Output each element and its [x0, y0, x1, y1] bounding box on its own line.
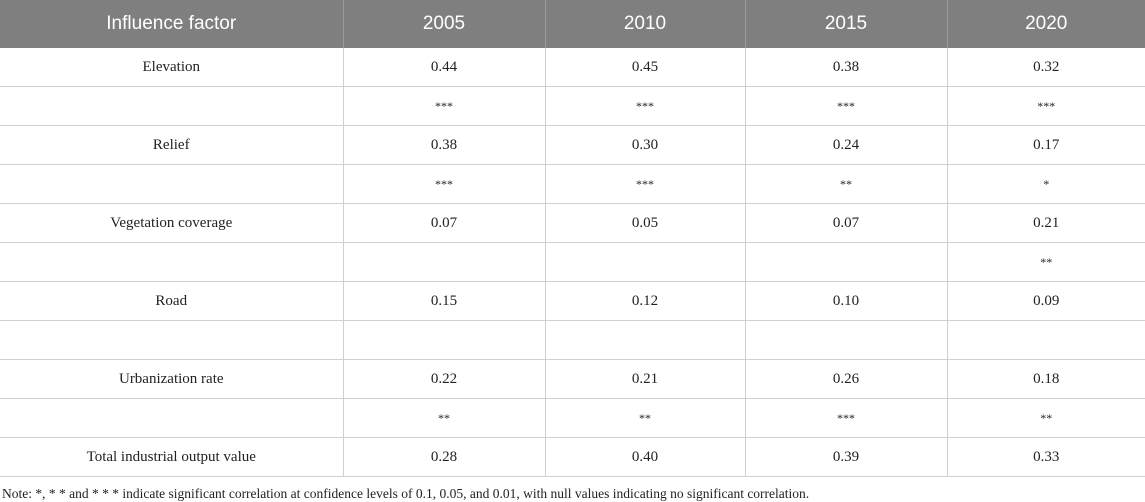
significance-cell [744, 320, 947, 360]
value-cell: 0.22 [342, 359, 545, 399]
table-row: Relief 0.38 0.30 0.24 0.17 [0, 125, 1145, 165]
significance-cell [544, 320, 745, 360]
significance-cell: *** [744, 398, 947, 438]
significance-cell: ** [946, 398, 1145, 438]
table-row: Urbanization rate 0.22 0.21 0.26 0.18 [0, 359, 1145, 399]
table-row: Road 0.15 0.12 0.10 0.09 [0, 281, 1145, 321]
factor-cell [0, 86, 343, 126]
value-cell: 0.17 [946, 125, 1145, 165]
value-cell: 0.45 [544, 48, 745, 87]
value-cell: 0.38 [744, 48, 947, 87]
value-cell: 0.40 [544, 437, 745, 477]
header-2020: 2020 [946, 0, 1145, 48]
value-cell: 0.39 [744, 437, 947, 477]
factor-cell: Total industrial output value [0, 437, 343, 477]
factor-cell [0, 164, 343, 204]
header-2015: 2015 [744, 0, 947, 48]
significance-cell: ** [744, 164, 947, 204]
value-cell: 0.28 [342, 437, 545, 477]
significance-cell: *** [342, 164, 545, 204]
header-2005: 2005 [342, 0, 545, 48]
significance-row: ********* [0, 164, 1145, 204]
value-cell: 0.24 [744, 125, 947, 165]
value-cell: 0.38 [342, 125, 545, 165]
header-row: Influence factor 2005 2010 2015 2020 [0, 0, 1145, 48]
table-row: Vegetation coverage 0.07 0.05 0.07 0.21 [0, 203, 1145, 243]
table-body: Elevation 0.44 0.45 0.38 0.32 *** *** *** *** Rel… [0, 48, 1145, 477]
significance-cell: *** [544, 86, 745, 126]
value-cell: 0.09 [946, 281, 1145, 321]
table-row: Elevation 0.44 0.45 0.38 0.32 [0, 48, 1145, 87]
significance-cell: *** [744, 86, 947, 126]
significance-cell: *** [544, 164, 745, 204]
factor-cell [0, 398, 343, 438]
header-influence-factor: Influence factor [0, 0, 343, 48]
significance-cell [342, 242, 545, 282]
significance-row: *** *** *** *** [0, 86, 1145, 126]
significance-row [0, 320, 1145, 360]
value-cell: 0.32 [946, 48, 1145, 87]
significance-row: ** [0, 242, 1145, 282]
value-cell: 0.10 [744, 281, 947, 321]
value-cell: 0.05 [544, 203, 745, 243]
significance-cell: ** [342, 398, 545, 438]
significance-cell [342, 320, 545, 360]
significance-cell: *** [946, 86, 1145, 126]
significance-cell [744, 242, 947, 282]
value-cell: 0.21 [544, 359, 745, 399]
table-note: Note: *, * * and * * * indicate signific… [2, 486, 810, 501]
significance-cell [544, 242, 745, 282]
value-cell: 0.15 [342, 281, 545, 321]
correlation-table: Influence factor 2005 2010 2015 2020 Ele… [0, 0, 1145, 477]
value-cell: 0.30 [544, 125, 745, 165]
header-2010: 2010 [544, 0, 745, 48]
significance-cell: * [946, 164, 1145, 204]
value-cell: 0.21 [946, 203, 1145, 243]
value-cell: 0.07 [342, 203, 545, 243]
table-row: Total industrial output value 0.28 0.40 0.3… [0, 437, 1145, 477]
value-cell: 0.12 [544, 281, 745, 321]
significance-row: ********* [0, 398, 1145, 438]
factor-cell: Relief [0, 125, 343, 165]
factor-cell: Urbanization rate [0, 359, 343, 399]
factor-cell: Elevation [0, 48, 343, 87]
factor-cell: Vegetation coverage [0, 203, 343, 243]
factor-cell: Road [0, 281, 343, 321]
factor-cell [0, 320, 343, 360]
value-cell: 0.18 [946, 359, 1145, 399]
significance-cell: ** [946, 242, 1145, 282]
significance-cell: *** [342, 86, 545, 126]
value-cell: 0.26 [744, 359, 947, 399]
significance-cell [946, 320, 1145, 360]
value-cell: 0.33 [946, 437, 1145, 477]
factor-cell [0, 242, 343, 282]
value-cell: 0.44 [342, 48, 545, 87]
value-cell: 0.07 [744, 203, 947, 243]
significance-cell: ** [544, 398, 745, 438]
